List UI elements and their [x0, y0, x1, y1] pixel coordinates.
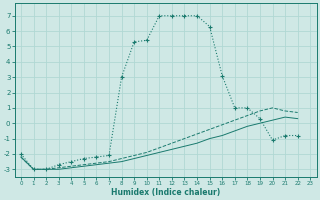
X-axis label: Humidex (Indice chaleur): Humidex (Indice chaleur): [111, 188, 220, 197]
